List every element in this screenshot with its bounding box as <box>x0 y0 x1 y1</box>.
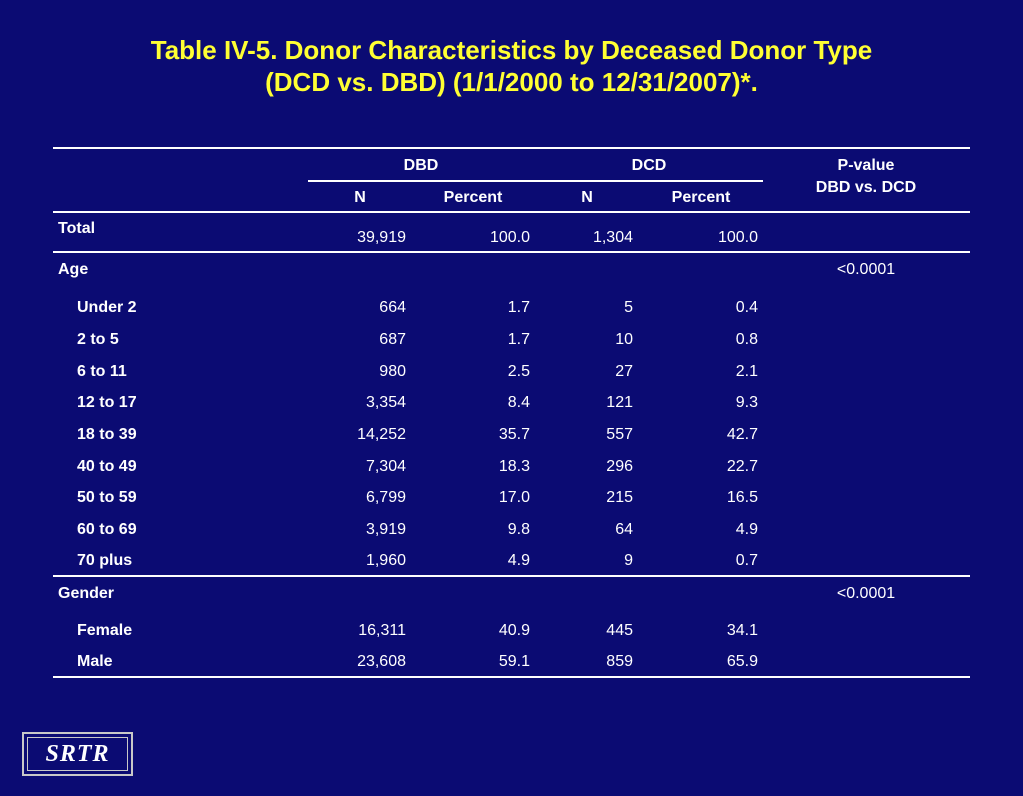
age-pvalue: <0.0001 <box>836 261 896 278</box>
row-label: 6 to 11 <box>77 363 127 380</box>
srtr-logo: SRTR <box>22 732 133 776</box>
total-dbd-n: 39,919 <box>357 229 406 246</box>
dcd-percent-cell: 9.3 <box>735 394 758 411</box>
dbd-percent-cell: 8.4 <box>507 394 530 411</box>
dcd-n-cell: 9 <box>624 552 633 569</box>
row-label: 2 to 5 <box>77 331 119 348</box>
total-dcd-percent: 100.0 <box>717 229 758 246</box>
dbd-percent-cell: 17.0 <box>498 489 530 506</box>
dbd-n-cell: 3,919 <box>365 521 406 538</box>
dcd-percent-cell: 42.7 <box>726 426 758 443</box>
dcd-percent-cell: 34.1 <box>726 622 758 639</box>
row-label: 70 plus <box>77 552 133 569</box>
header-dcd: DCD <box>631 157 667 174</box>
dbd-percent-cell: 40.9 <box>498 622 530 639</box>
header-bottom-rule <box>53 211 970 213</box>
srtr-logo-text: SRTR <box>27 737 128 771</box>
gender-section-label: Gender <box>58 585 115 602</box>
row-label: 40 to 49 <box>77 458 137 475</box>
dcd-percent-cell: 65.9 <box>726 653 758 670</box>
dbd-percent-cell: 2.5 <box>507 363 530 380</box>
row-label: 60 to 69 <box>77 521 137 538</box>
dcd-n-cell: 27 <box>615 363 633 380</box>
dcd-n-cell: 859 <box>606 653 633 670</box>
dbd-n-cell: 3,354 <box>365 394 406 411</box>
dbd-n-cell: 664 <box>379 299 406 316</box>
dcd-n-cell: 64 <box>615 521 633 538</box>
row-label: Under 2 <box>77 299 137 316</box>
dcd-percent-cell: 16.5 <box>726 489 758 506</box>
dcd-n-cell: 296 <box>606 458 633 475</box>
header-dbd-n: N <box>354 189 366 206</box>
dcd-percent-cell: 0.7 <box>735 552 758 569</box>
header-dbd-percent: Percent <box>443 189 503 206</box>
dbd-n-cell: 1,960 <box>365 552 406 569</box>
dcd-percent-cell: 0.4 <box>735 299 758 316</box>
header-pvalue-line-1: P-value <box>837 157 895 174</box>
header-dcd-percent: Percent <box>671 189 731 206</box>
total-label: Total <box>58 220 96 237</box>
table-bottom-rule <box>53 676 970 678</box>
title-line-2: (DCD vs. DBD) (1/1/2000 to 12/31/2007)*. <box>265 67 758 97</box>
gender-pvalue: <0.0001 <box>836 585 896 602</box>
table-top-rule <box>53 147 970 149</box>
dbd-percent-cell: 18.3 <box>498 458 530 475</box>
total-bottom-rule <box>53 251 970 253</box>
dbd-dcd-underline <box>308 180 763 182</box>
title-line-1: Table IV-5. Donor Characteristics by Dec… <box>150 35 873 65</box>
row-label: 18 to 39 <box>77 426 137 443</box>
total-dbd-percent: 100.0 <box>489 229 530 246</box>
age-bottom-rule <box>53 575 970 577</box>
dcd-percent-cell: 4.9 <box>735 521 758 538</box>
dcd-percent-cell: 0.8 <box>735 331 758 348</box>
dcd-n-cell: 557 <box>606 426 633 443</box>
dcd-n-cell: 5 <box>624 299 633 316</box>
row-label: 50 to 59 <box>77 489 137 506</box>
dbd-n-cell: 7,304 <box>365 458 406 475</box>
dbd-n-cell: 16,311 <box>358 622 406 639</box>
header-pvalue-line-2: DBD vs. DCD <box>815 179 917 196</box>
slide-title: Table IV-5. Donor Characteristics by Dec… <box>0 34 1023 98</box>
dbd-n-cell: 6,799 <box>365 489 406 506</box>
row-label: 12 to 17 <box>77 394 137 411</box>
dbd-percent-cell: 9.8 <box>507 521 530 538</box>
dbd-n-cell: 687 <box>379 331 406 348</box>
dcd-n-cell: 10 <box>615 331 633 348</box>
dbd-percent-cell: 59.1 <box>498 653 530 670</box>
dcd-n-cell: 445 <box>606 622 633 639</box>
dbd-percent-cell: 1.7 <box>507 299 530 316</box>
dbd-percent-cell: 1.7 <box>507 331 530 348</box>
dbd-percent-cell: 35.7 <box>498 426 530 443</box>
dcd-percent-cell: 22.7 <box>726 458 758 475</box>
dbd-n-cell: 23,608 <box>357 653 406 670</box>
total-dcd-n: 1,304 <box>592 229 633 246</box>
dcd-n-cell: 215 <box>606 489 633 506</box>
header-dbd: DBD <box>403 157 439 174</box>
row-label: Male <box>77 653 113 670</box>
dcd-percent-cell: 2.1 <box>735 363 758 380</box>
dbd-percent-cell: 4.9 <box>507 552 530 569</box>
dbd-n-cell: 980 <box>379 363 406 380</box>
row-label: Female <box>77 622 133 639</box>
header-dcd-n: N <box>581 189 593 206</box>
dcd-n-cell: 121 <box>606 394 633 411</box>
dbd-n-cell: 14,252 <box>357 426 406 443</box>
age-section-label: Age <box>58 261 89 278</box>
